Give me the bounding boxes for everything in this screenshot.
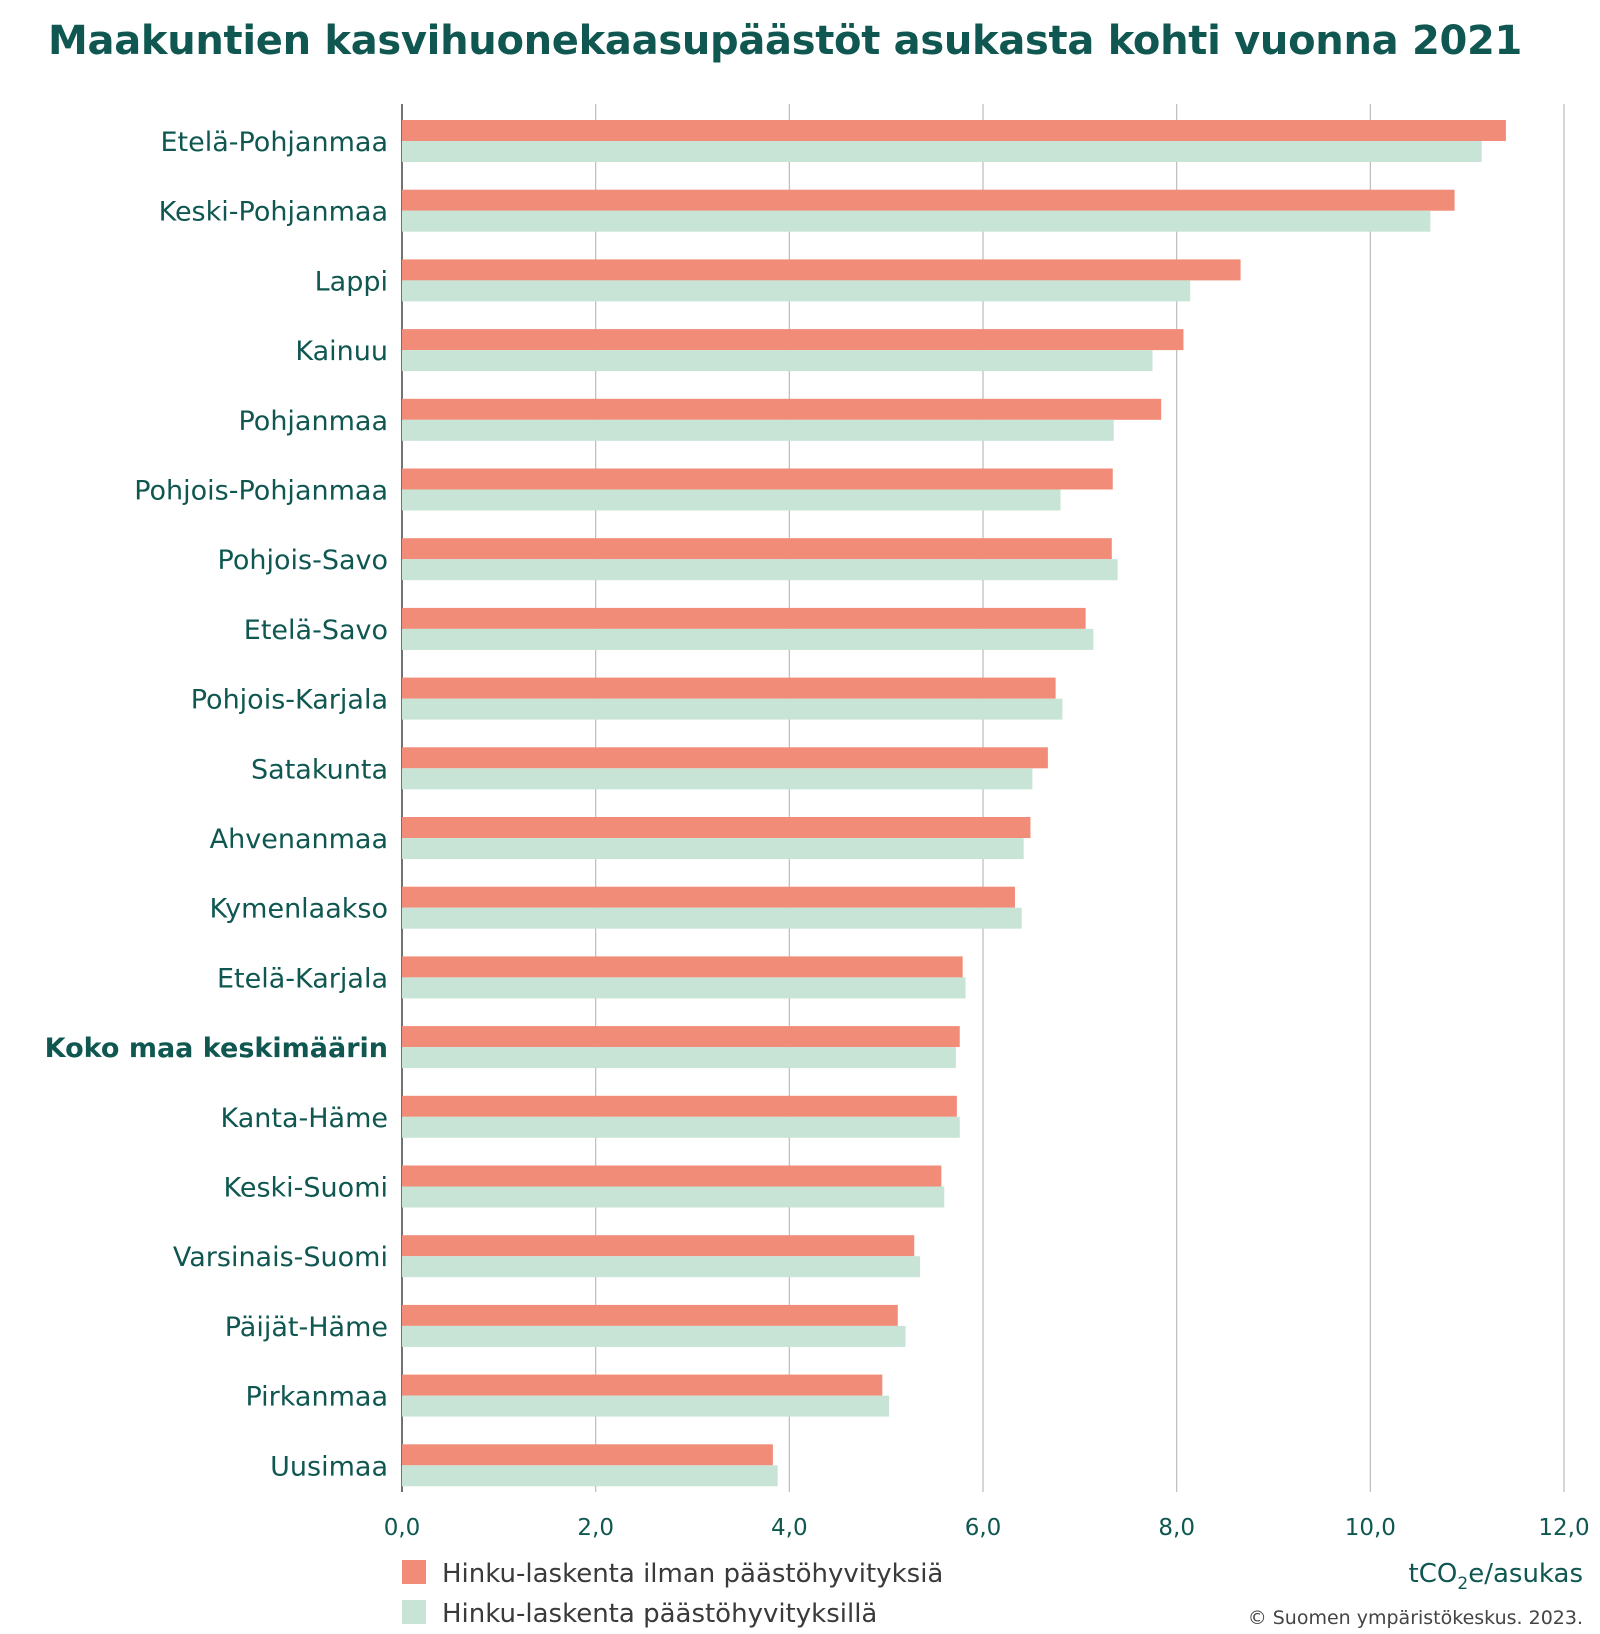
legend-label-series1: Hinku-laskenta ilman päästöhyvityksiä (442, 1559, 943, 1589)
legend-label-series2: Hinku-laskenta päästöhyvityksillä (442, 1599, 877, 1629)
category-label: Kymenlaakso (209, 894, 388, 925)
bar-series1 (402, 677, 1056, 699)
category-label: Keski-Pohjanmaa (159, 197, 388, 228)
bar-series1 (402, 747, 1048, 769)
bar-series2 (402, 977, 966, 999)
bar-series2 (402, 280, 1191, 302)
bar-series1 (402, 468, 1113, 490)
bar-series1 (402, 886, 1015, 908)
legend-swatch-series1 (402, 1560, 426, 1584)
bar-series1 (402, 398, 1162, 420)
category-labels: Etelä-Pohjanmaa Keski-Pohjanmaa Lappi Kainu… (45, 127, 388, 1482)
bar-series1 (402, 1095, 957, 1117)
bar-series1 (402, 1165, 942, 1187)
bar-series1 (402, 538, 1112, 560)
category-label: Pohjois-Pohjanmaa (134, 476, 388, 507)
bar-series1 (402, 329, 1184, 351)
bar-series2 (402, 1186, 945, 1208)
category-label: Pohjois-Savo (218, 545, 388, 576)
x-axis-unit-label: tCO2e/asukas (1409, 1559, 1583, 1594)
category-label: Pirkanmaa (245, 1382, 388, 1413)
bar-series2 (402, 1116, 960, 1138)
bar-series2 (402, 489, 1061, 511)
category-label: Pohjois-Karjala (191, 685, 388, 716)
x-tick-label: 10,0 (1345, 1515, 1396, 1541)
category-label: Keski-Suomi (224, 1173, 389, 1204)
bar-series1 (402, 259, 1241, 281)
bar-series2 (402, 210, 1431, 232)
x-tick-label: 8,0 (1158, 1515, 1195, 1541)
bar-series1 (402, 817, 1031, 838)
credit-text: © Suomen ympäristökeskus. 2023. (1248, 1607, 1583, 1629)
category-label: Uusimaa (270, 1451, 388, 1482)
x-tick-label: 0,0 (384, 1515, 421, 1541)
x-tick-label: 2,0 (577, 1515, 614, 1541)
category-label: Ahvenanmaa (210, 824, 388, 855)
bar-series2 (402, 350, 1153, 372)
x-tick-labels: 0,0 2,0 4,0 6,0 8,0 10,0 12,0 (384, 1515, 1590, 1541)
category-label: Etelä-Pohjanmaa (160, 127, 388, 158)
category-label: Kainuu (295, 336, 388, 367)
legend: Hinku-laskenta ilman päästöhyvityksiä Hi… (402, 1559, 943, 1629)
bar-series2 (402, 907, 1022, 929)
category-label: Satakunta (251, 754, 388, 785)
bar-series1 (402, 1235, 915, 1257)
category-label: Pohjanmaa (238, 406, 388, 437)
bar-series1 (402, 1444, 773, 1466)
x-tick-label: 6,0 (965, 1515, 1002, 1541)
category-label: Varsinais-Suomi (173, 1242, 388, 1273)
bar-series2 (402, 141, 1482, 162)
bar-series2 (402, 559, 1118, 581)
bar-series2 (402, 1465, 778, 1487)
x-tick-label: 12,0 (1538, 1515, 1589, 1541)
bar-series2 (402, 838, 1024, 859)
bar-series2 (402, 768, 1033, 790)
grid-lines (401, 104, 1565, 1492)
bar-series2 (402, 628, 1094, 650)
chart-title: Maakuntien kasvihuonekaasupäästöt asukas… (48, 18, 1523, 64)
bar-series2 (402, 419, 1114, 441)
bar-series2 (402, 1047, 956, 1069)
bar-series2 (402, 1325, 906, 1347)
bar-series1 (402, 189, 1455, 211)
bar-series1 (402, 120, 1506, 141)
category-label: Kanta-Häme (220, 1103, 388, 1134)
category-label: Etelä-Karjala (217, 963, 388, 994)
bar-series1 (402, 1374, 883, 1396)
category-label: Lappi (315, 266, 388, 297)
bar-series2 (402, 1256, 921, 1278)
category-label: Koko maa keskimäärin (45, 1033, 388, 1064)
bar-series1 (402, 1026, 960, 1048)
bar-series1 (402, 607, 1086, 629)
bar-series1 (402, 956, 963, 978)
x-tick-label: 4,0 (771, 1515, 808, 1541)
bar-series2 (402, 1395, 890, 1417)
legend-swatch-series2 (402, 1600, 426, 1624)
category-label: Päijät-Häme (225, 1312, 388, 1343)
category-label: Etelä-Savo (244, 615, 388, 646)
bar-series2 (402, 698, 1063, 720)
bars (402, 120, 1506, 1487)
bar-series1 (402, 1304, 898, 1326)
